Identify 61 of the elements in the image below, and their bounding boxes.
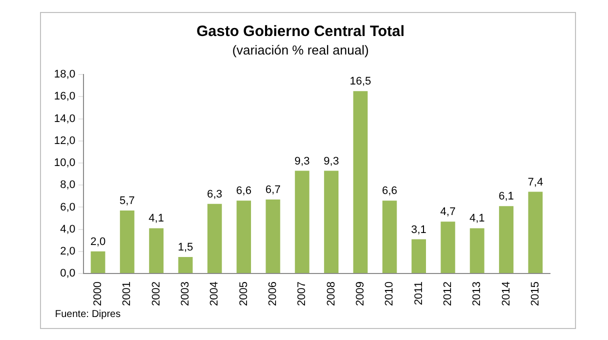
x-tick-label: 2014 (500, 282, 512, 306)
bar (207, 204, 222, 274)
bar (294, 170, 310, 274)
y-tick-label: 18,0 (54, 68, 76, 81)
data-label: 6,7 (265, 184, 281, 196)
bar (236, 200, 252, 274)
x-tick-label: 2012 (442, 282, 454, 306)
x-tick-label: 2003 (180, 282, 192, 306)
x-tick-label: 2000 (92, 282, 104, 306)
y-tick-label: 12,0 (54, 134, 76, 147)
y-tick-label: 8,0 (60, 179, 76, 192)
data-label: 1,5 (178, 241, 194, 254)
x-tick-label: 2001 (121, 282, 134, 306)
y-tick-label: 2,0 (60, 245, 76, 258)
x-tick-label: 2006 (266, 282, 279, 306)
x-tick-label: 2013 (471, 282, 484, 306)
bar (528, 192, 543, 274)
source-note: Fuente: Dipres (55, 309, 121, 320)
y-tick-label: 10,0 (54, 157, 76, 170)
bar (178, 256, 193, 274)
bar (120, 210, 134, 274)
bar (412, 239, 426, 274)
data-label: 2,0 (90, 236, 106, 248)
bar (499, 206, 514, 274)
data-label: 4,1 (469, 212, 485, 225)
bar (324, 170, 339, 274)
data-label: 5,7 (120, 195, 135, 208)
y-tick-label: 6,0 (60, 201, 76, 214)
data-label: 9,3 (324, 155, 339, 168)
bar (266, 199, 280, 274)
y-tick-label: 4,0 (60, 223, 76, 236)
data-label: 6,1 (498, 190, 514, 203)
bar (470, 228, 484, 274)
data-label: 3,1 (411, 224, 426, 236)
x-tick-label: 2015 (529, 282, 542, 306)
x-tick-label: 2008 (325, 282, 338, 306)
x-tick-label: 2005 (238, 282, 250, 306)
x-tick-label: 2011 (412, 282, 425, 306)
x-tick-label: 2007 (296, 282, 308, 306)
data-label: 6,6 (236, 185, 252, 198)
y-tick-label: 14,0 (54, 112, 76, 125)
data-label: 6,3 (206, 188, 222, 200)
bar (90, 251, 106, 274)
data-label: 7,4 (528, 176, 544, 188)
data-label: 9,3 (294, 155, 310, 168)
x-tick-label: 2009 (354, 282, 366, 306)
y-tick-label: 0,0 (60, 268, 76, 280)
bar (440, 222, 456, 274)
bar (382, 200, 397, 274)
bar (149, 228, 164, 274)
data-label: 4,7 (440, 206, 456, 218)
data-label: 6,6 (382, 185, 398, 198)
chart-title: Gasto Gobierno Central Total (196, 23, 405, 40)
x-tick-label: 2010 (384, 282, 396, 306)
data-label: 4,1 (148, 212, 164, 225)
bar (353, 91, 368, 274)
x-tick-label: 2002 (150, 282, 162, 306)
chart-subtitle: (variación % real anual) (232, 42, 369, 58)
data-label: 16,5 (350, 76, 372, 88)
x-tick-label: 2004 (208, 282, 221, 306)
y-tick-label: 16,0 (54, 90, 76, 103)
